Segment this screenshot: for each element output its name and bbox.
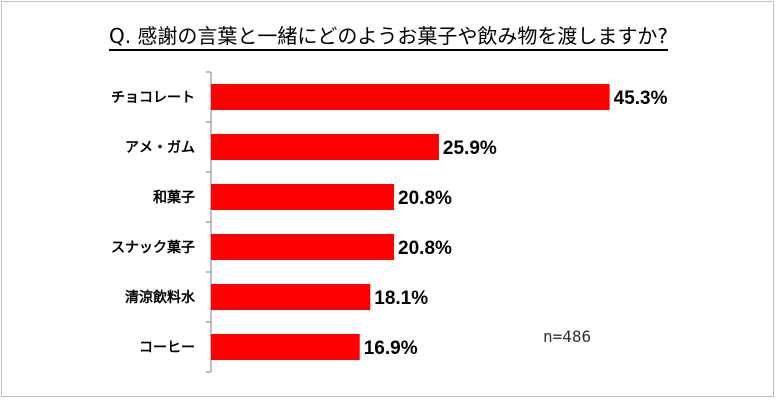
bar: [211, 84, 610, 110]
chart-title-text: Q. 感謝の言葉と一緒にどのようお菓子や飲み物を渡しますか?: [108, 24, 669, 51]
bar: [211, 284, 371, 310]
bar: [211, 134, 439, 160]
sample-size-note: n=486: [543, 327, 592, 346]
bar: [211, 184, 395, 210]
data-label: 45.3%: [614, 88, 668, 109]
data-label: 18.1%: [374, 288, 428, 309]
data-label: 16.9%: [364, 338, 418, 359]
category-label: スナック菓子: [111, 239, 195, 256]
category-label: コーヒー: [139, 340, 195, 356]
bar: [211, 234, 395, 260]
data-label: 20.8%: [398, 188, 452, 209]
data-label: 20.8%: [398, 238, 452, 259]
category-label: 和菓子: [153, 189, 195, 206]
category-label: チョコレート: [111, 90, 195, 106]
category-label: 清涼飲料水: [125, 289, 196, 306]
bar: [211, 334, 360, 360]
chart-title: Q. 感謝の言葉と一緒にどのようお菓子や飲み物を渡しますか?: [0, 20, 777, 51]
data-label: 25.9%: [443, 138, 497, 159]
category-label: アメ・ガム: [125, 140, 195, 156]
